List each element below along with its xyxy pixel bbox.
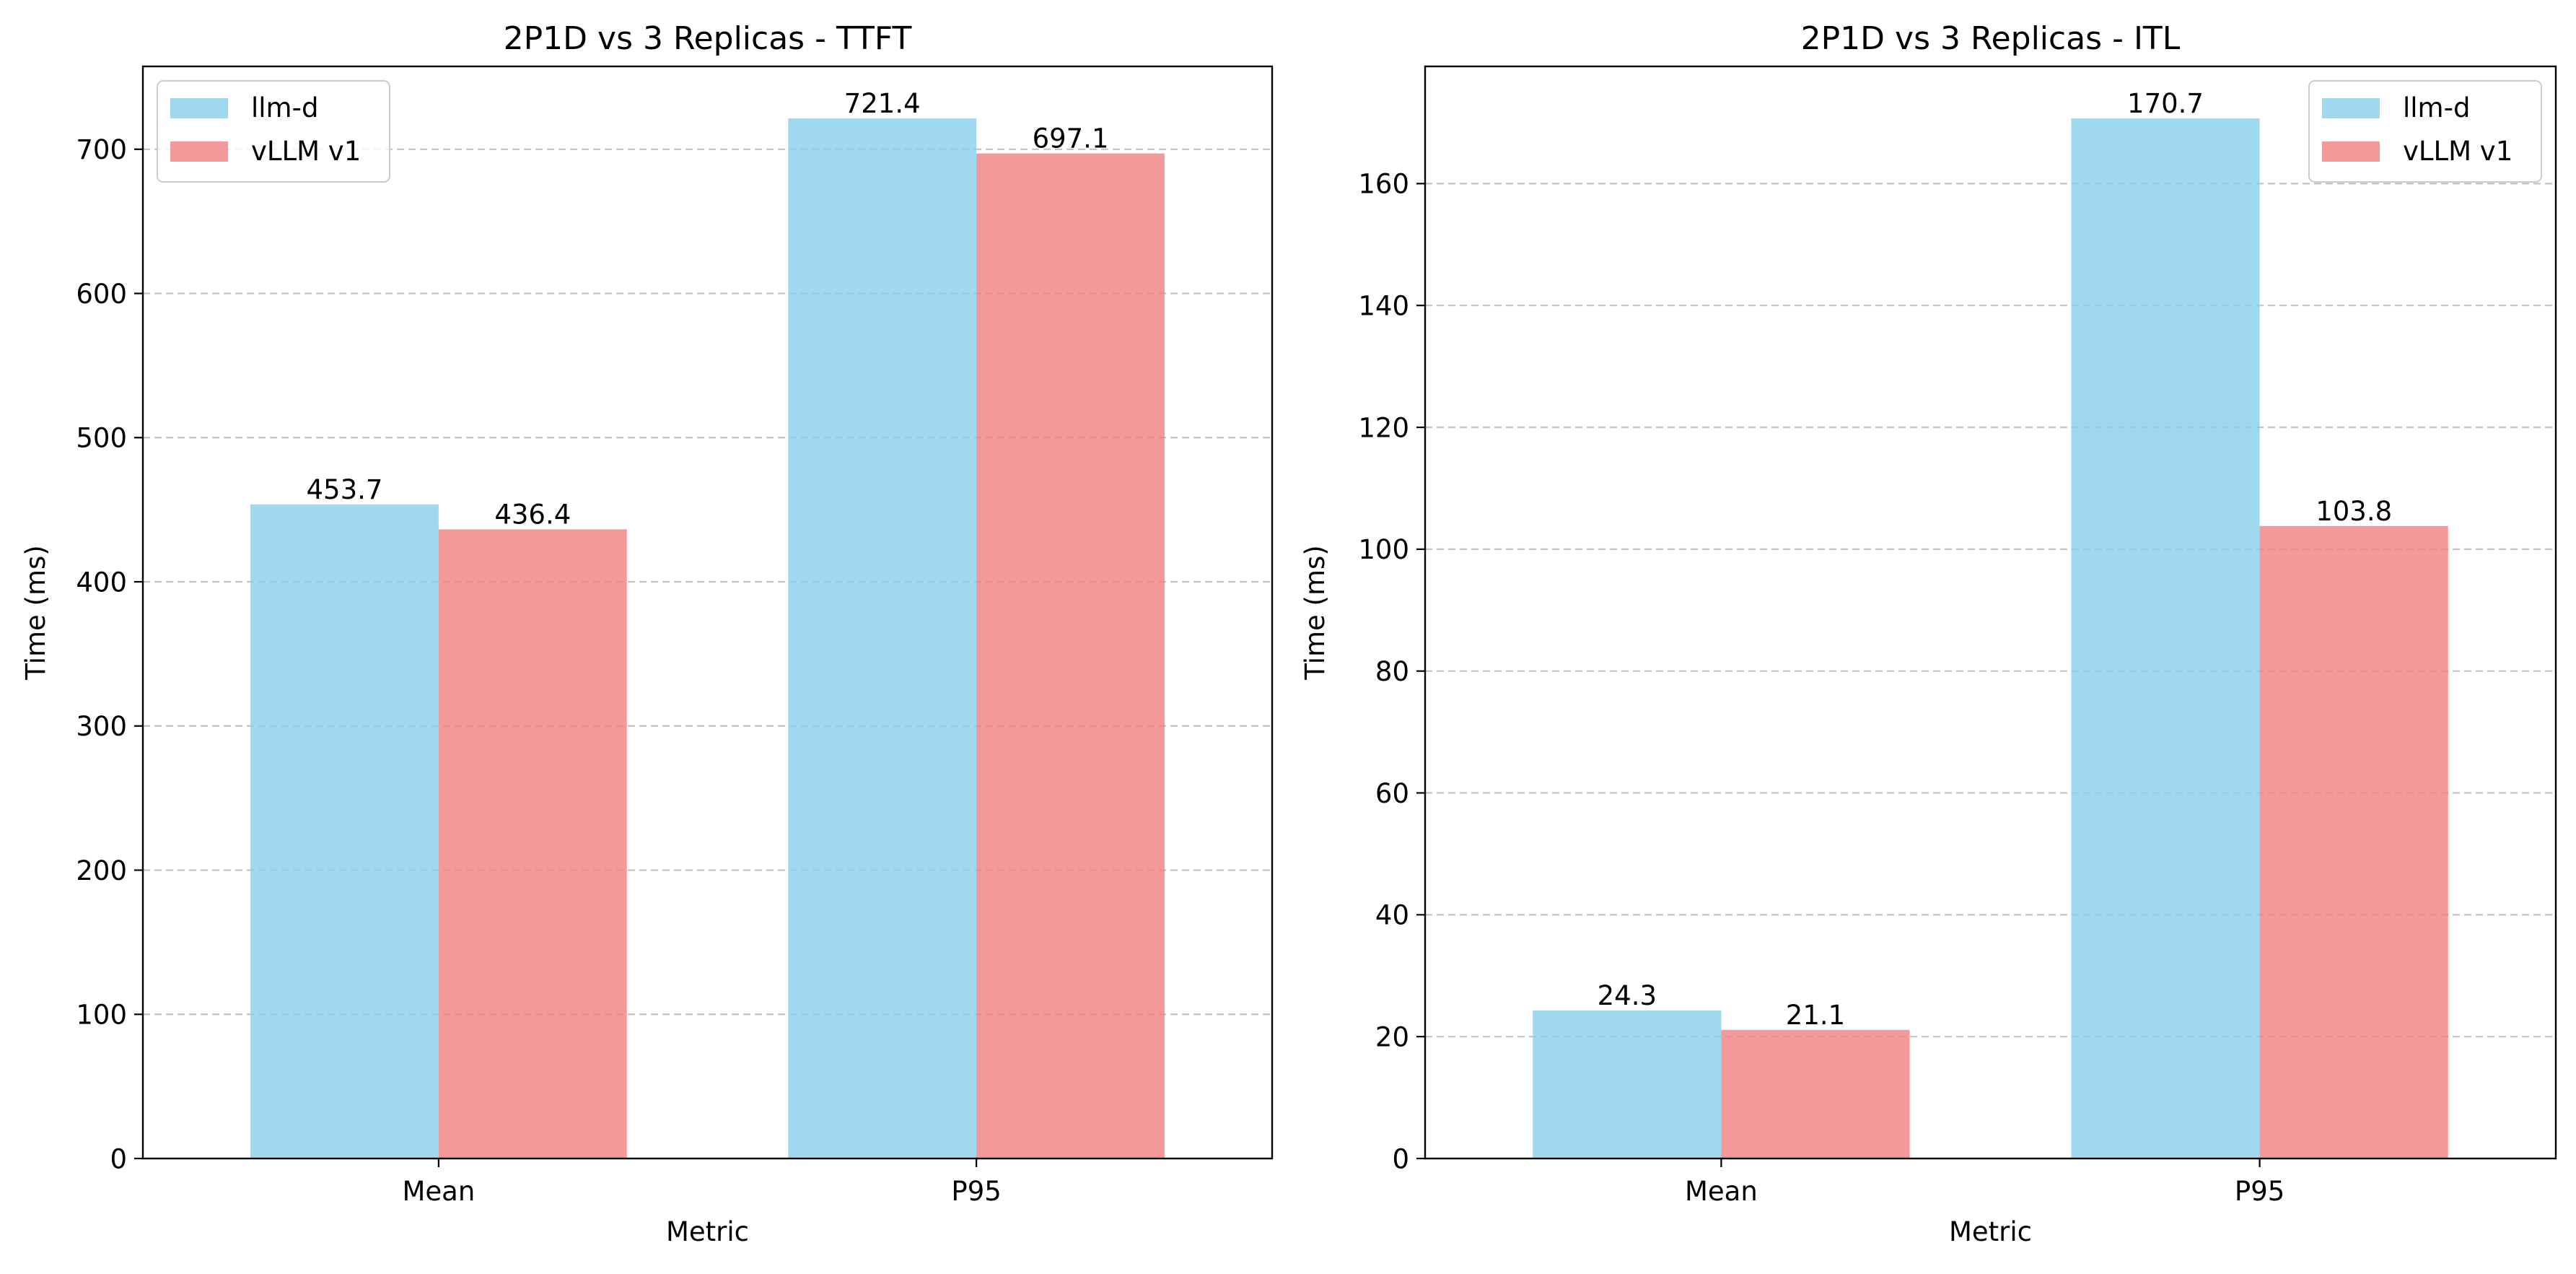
ttft-chart-panel: 453.7 721.4 436.4 697.1 0 100 200 300 400 500 600 7… xyxy=(20,20,1274,1247)
axes: 0 20 40 60 80 100 120 140 160 Mean P95 xyxy=(1358,65,2557,1207)
bar xyxy=(976,153,1165,1159)
legend-swatch-llm-d xyxy=(2322,98,2380,118)
legend-swatch-vllm-v1 xyxy=(2322,141,2380,162)
y-tick-label: 60 xyxy=(1375,778,1409,809)
y-tick-label: 600 xyxy=(76,279,127,310)
bar xyxy=(1721,1029,1910,1159)
bars: 453.7 721.4 436.4 697.1 xyxy=(250,88,1165,1159)
y-tick-label: 160 xyxy=(1358,169,1409,200)
bars: 24.3 170.7 21.1 103.8 xyxy=(1533,88,2448,1159)
bar xyxy=(438,529,627,1159)
itl-chart-panel: 24.3 170.7 21.1 103.8 0 20 40 60 80 100 120 140 160 M… xyxy=(1300,20,2557,1247)
bar xyxy=(2259,525,2448,1159)
y-tick-label: 200 xyxy=(76,855,127,886)
data-label: 453.7 xyxy=(306,474,382,505)
legend-swatch-llm-d xyxy=(170,98,228,118)
legend-swatch-vllm-v1 xyxy=(170,141,228,162)
x-tick-label: Mean xyxy=(1685,1176,1758,1207)
legend-label-vllm-v1: vLLM v1 xyxy=(251,136,361,167)
legend-label-vllm-v1: vLLM v1 xyxy=(2403,136,2513,167)
y-tick-label: 300 xyxy=(76,711,127,742)
data-label: 170.7 xyxy=(2127,88,2204,119)
y-tick-label: 100 xyxy=(76,1000,127,1031)
x-tick-label: P95 xyxy=(2235,1176,2284,1207)
plot-frame xyxy=(1424,65,2557,1160)
y-tick-label: 700 xyxy=(76,134,127,165)
data-label: 24.3 xyxy=(1598,980,1657,1011)
axes: 0 100 200 300 400 500 600 700 Mean P95 xyxy=(76,65,1274,1207)
legend-label-llm-d: llm-d xyxy=(2403,92,2470,123)
y-tick-label: 500 xyxy=(76,423,127,454)
bar xyxy=(788,118,977,1159)
data-label: 721.4 xyxy=(844,88,921,119)
x-tick-label: Mean xyxy=(402,1176,475,1207)
chart-title: 2P1D vs 3 Replicas - ITL xyxy=(1801,20,2181,57)
chart-title: 2P1D vs 3 Replicas - TTFT xyxy=(504,20,912,57)
y-tick-label: 0 xyxy=(110,1143,127,1174)
bar xyxy=(1533,1010,1722,1159)
plot-frame xyxy=(141,65,1274,1160)
data-label: 21.1 xyxy=(1786,1000,1845,1031)
y-axis-label: Time (ms) xyxy=(1300,545,1331,681)
data-label: 103.8 xyxy=(2316,496,2392,527)
y-axis-label: Time (ms) xyxy=(20,545,51,681)
data-label: 436.4 xyxy=(494,499,571,530)
legend-label-llm-d: llm-d xyxy=(251,92,318,123)
y-tick-label: 20 xyxy=(1375,1021,1409,1052)
y-tick-label: 100 xyxy=(1358,534,1409,565)
y-tick-label: 80 xyxy=(1375,656,1409,687)
bar xyxy=(2071,118,2260,1159)
x-axis-label: Metric xyxy=(1949,1216,2032,1247)
x-axis-label: Metric xyxy=(666,1216,749,1247)
y-tick-label: 400 xyxy=(76,567,127,598)
bar xyxy=(250,504,439,1159)
y-tick-label: 0 xyxy=(1392,1143,1409,1174)
legend: llm-d vLLM v1 xyxy=(157,80,390,183)
data-label: 697.1 xyxy=(1033,123,1109,154)
x-tick-label: P95 xyxy=(951,1176,1001,1207)
y-tick-label: 120 xyxy=(1358,412,1409,443)
y-tick-label: 40 xyxy=(1375,900,1409,931)
y-tick-label: 140 xyxy=(1358,291,1409,322)
legend: llm-d vLLM v1 xyxy=(2308,80,2542,183)
